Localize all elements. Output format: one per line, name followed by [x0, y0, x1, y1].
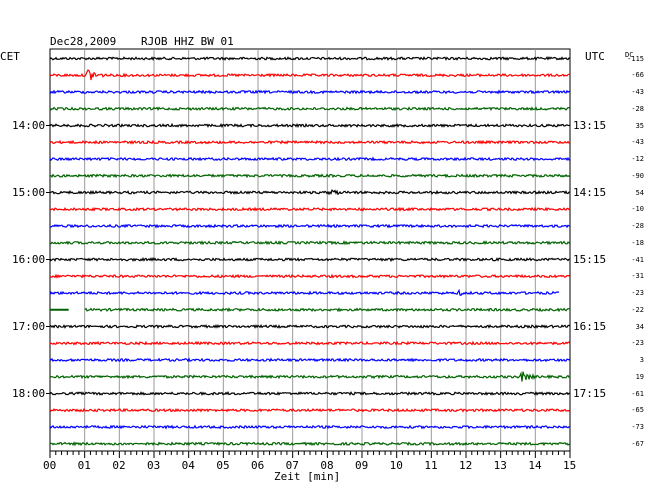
trace-line	[84, 307, 571, 313]
trace-line	[49, 371, 571, 382]
dc-offset-label: -18	[631, 238, 644, 247]
trace-line	[49, 189, 571, 196]
dc-offset-label: -65	[631, 406, 644, 415]
x-tick-label: 05	[216, 459, 230, 472]
x-tick-label: 08	[320, 459, 334, 472]
trace-line	[49, 173, 571, 179]
dc-offset-label: 19	[635, 372, 644, 381]
dc-offset-label: -10	[631, 205, 644, 214]
left-timezone-label: CET	[0, 50, 20, 63]
x-tick-label: 14	[528, 459, 542, 472]
x-tick-label: 09	[355, 459, 369, 472]
dc-offset-label: -73	[631, 423, 644, 431]
trace-line	[49, 223, 570, 229]
trace-line	[49, 69, 570, 81]
trace-line	[49, 122, 571, 129]
dc-offset-label: -12	[631, 155, 644, 163]
x-tick-label: 04	[181, 459, 195, 472]
x-tick-label: 15	[563, 459, 577, 472]
dc-offset-label: -43	[631, 138, 644, 147]
x-tick-label: 03	[147, 459, 161, 472]
dc-offset-label: 3	[639, 356, 644, 364]
right-hour-label: 16:15	[573, 319, 607, 333]
dc-offset-label: -23	[631, 289, 644, 297]
station-label: RJOB HHZ BW 01	[141, 35, 234, 48]
dc-offset-label: -31	[631, 272, 644, 281]
left-hour-label: 17:00	[12, 319, 46, 333]
trace-line	[49, 139, 571, 145]
right-hour-label: 14:15	[573, 185, 607, 199]
dc-offset-label: -28	[631, 104, 644, 113]
x-tick-label: 12	[459, 459, 473, 472]
trace-line	[49, 106, 571, 112]
trace-line	[49, 288, 560, 297]
dc-offset-label: -66	[631, 71, 644, 80]
dc-offset-label: -61	[631, 389, 644, 398]
trace-line	[49, 156, 571, 162]
x-tick-label: 00	[43, 459, 57, 472]
trace-line	[49, 240, 571, 246]
left-hour-label: 16:00	[12, 252, 46, 266]
trace-line	[49, 89, 571, 95]
x-tick-label: 13	[493, 459, 507, 472]
dc-offset-label: -28	[631, 222, 644, 230]
x-tick-label: 01	[77, 459, 91, 472]
trace-line	[49, 424, 571, 430]
dc-offset-label: -67	[631, 439, 644, 448]
trace-line	[49, 357, 571, 363]
x-tick-label: 07	[285, 459, 299, 472]
dc-offset-label: -43	[631, 88, 644, 96]
x-tick-label: 10	[389, 459, 403, 472]
dc-offset-label: -23	[631, 339, 644, 348]
left-hour-label: 14:00	[12, 118, 46, 132]
date-label: Dec28,2009	[50, 35, 117, 48]
left-hour-label: 15:00	[12, 185, 46, 199]
x-axis-title: Zeit [min]	[274, 470, 341, 483]
dc-header-label: DC	[625, 51, 634, 59]
dc-offset-label: 34	[635, 322, 644, 331]
trace-line	[49, 390, 571, 396]
trace-line	[49, 407, 571, 413]
trace-line	[49, 323, 571, 329]
right-hour-label: 15:15	[573, 252, 607, 266]
left-hour-label: 18:00	[12, 386, 46, 400]
dc-offset-label: -41	[631, 255, 644, 264]
x-tick-label: 06	[251, 459, 265, 472]
trace-line	[49, 441, 571, 447]
right-timezone-label: UTC	[585, 50, 605, 63]
trace-line	[49, 257, 571, 263]
x-tick-label: 02	[112, 459, 126, 472]
dc-offset-label: -22	[631, 305, 644, 314]
trace-line	[49, 206, 571, 212]
dc-offset-label: 35	[635, 121, 644, 130]
trace-line	[49, 56, 571, 61]
right-hour-label: 13:15	[573, 118, 607, 132]
dc-offset-label: -90	[631, 171, 644, 180]
trace-line	[49, 273, 571, 279]
dc-offset-label: 54	[635, 188, 644, 197]
dc-offset-label: -115	[627, 54, 644, 63]
x-tick-label: 11	[424, 459, 438, 472]
right-hour-label: 17:15	[573, 386, 607, 400]
trace-line	[49, 340, 571, 346]
